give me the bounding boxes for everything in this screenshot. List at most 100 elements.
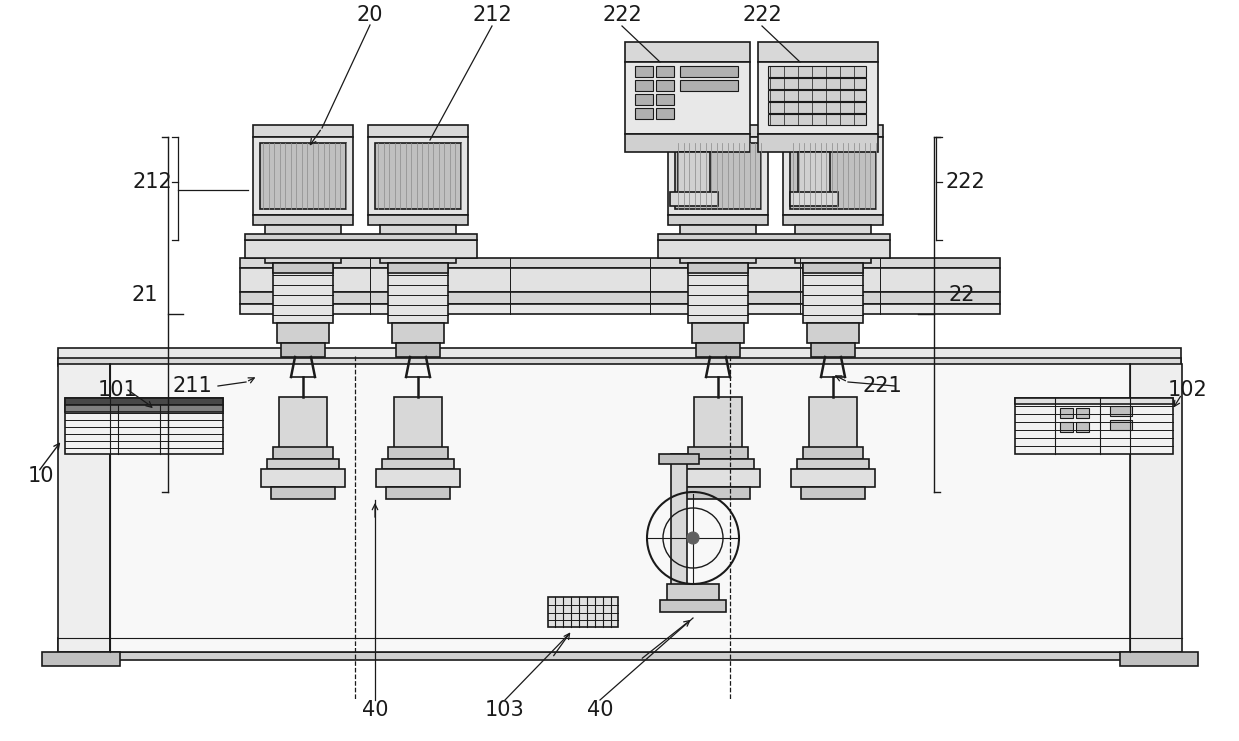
- Bar: [240, 304, 1000, 314]
- Bar: [790, 469, 875, 487]
- Bar: [803, 263, 864, 323]
- Text: 21: 21: [131, 285, 159, 305]
- Bar: [800, 487, 865, 499]
- Bar: [279, 397, 327, 449]
- Bar: [688, 263, 748, 273]
- Text: 40: 40: [587, 700, 613, 720]
- Bar: [271, 487, 335, 499]
- Bar: [624, 62, 750, 134]
- Bar: [658, 234, 890, 240]
- Bar: [676, 469, 760, 487]
- Bar: [768, 66, 866, 77]
- Bar: [803, 447, 864, 459]
- Bar: [676, 241, 760, 253]
- Bar: [273, 263, 333, 323]
- Bar: [392, 323, 444, 343]
- Bar: [1130, 364, 1182, 652]
- Bar: [273, 447, 333, 459]
- Bar: [660, 600, 726, 612]
- Bar: [807, 323, 859, 343]
- Bar: [655, 94, 674, 105]
- Bar: [265, 225, 341, 241]
- Text: 103: 103: [486, 700, 525, 720]
- Bar: [253, 137, 353, 215]
- Bar: [768, 102, 866, 113]
- Bar: [694, 397, 742, 449]
- Text: 40: 40: [362, 700, 388, 720]
- Text: 221: 221: [862, 376, 902, 396]
- Bar: [670, 192, 717, 206]
- Bar: [758, 62, 878, 134]
- Text: 102: 102: [1168, 380, 1208, 400]
- Bar: [42, 652, 120, 666]
- Bar: [790, 192, 838, 206]
- Text: 101: 101: [98, 380, 138, 400]
- Bar: [58, 364, 110, 652]
- Bar: [688, 447, 748, 459]
- Bar: [240, 292, 1000, 304]
- Bar: [812, 343, 855, 357]
- Bar: [548, 597, 618, 627]
- Bar: [388, 263, 449, 273]
- Bar: [1015, 398, 1173, 404]
- Bar: [783, 137, 883, 215]
- Bar: [64, 398, 223, 405]
- Bar: [636, 80, 653, 91]
- Bar: [678, 152, 710, 194]
- Bar: [768, 114, 866, 125]
- Bar: [668, 215, 768, 225]
- Bar: [388, 263, 449, 323]
- Bar: [110, 364, 1130, 652]
- Bar: [261, 469, 344, 487]
- Bar: [260, 143, 346, 209]
- Bar: [380, 225, 456, 241]
- Bar: [790, 143, 876, 209]
- Bar: [64, 405, 223, 412]
- Bar: [667, 584, 719, 604]
- Bar: [686, 487, 750, 499]
- Bar: [58, 652, 1181, 660]
- Bar: [375, 143, 461, 209]
- Bar: [758, 134, 878, 152]
- Circle shape: [686, 532, 699, 544]
- Bar: [680, 80, 738, 91]
- Bar: [790, 241, 875, 253]
- Bar: [387, 487, 450, 499]
- Bar: [1110, 406, 1132, 416]
- Bar: [368, 137, 468, 215]
- Bar: [1120, 652, 1198, 666]
- Bar: [681, 459, 755, 469]
- Bar: [809, 397, 857, 449]
- Bar: [693, 323, 743, 343]
- Bar: [265, 253, 341, 263]
- Bar: [672, 454, 686, 594]
- Bar: [266, 459, 339, 469]
- Bar: [783, 125, 883, 137]
- Bar: [655, 108, 674, 119]
- Bar: [803, 263, 864, 273]
- Bar: [261, 241, 344, 253]
- Bar: [1061, 408, 1073, 418]
- Bar: [696, 343, 740, 357]
- Bar: [1061, 422, 1073, 432]
- Bar: [388, 447, 449, 459]
- Bar: [659, 454, 699, 464]
- Bar: [636, 94, 653, 105]
- Bar: [1015, 398, 1173, 454]
- Bar: [253, 125, 353, 137]
- Bar: [624, 134, 750, 152]
- Bar: [636, 108, 653, 119]
- Bar: [281, 343, 325, 357]
- Text: 10: 10: [28, 466, 55, 486]
- Text: 222: 222: [945, 172, 985, 192]
- Bar: [380, 253, 456, 263]
- Bar: [375, 241, 460, 253]
- Text: 222: 222: [602, 5, 642, 25]
- Bar: [58, 348, 1181, 364]
- Bar: [240, 258, 1000, 268]
- Bar: [783, 215, 883, 225]
- Bar: [797, 459, 869, 469]
- Text: 212: 212: [133, 172, 172, 192]
- Bar: [668, 137, 768, 215]
- Text: 222: 222: [742, 5, 782, 25]
